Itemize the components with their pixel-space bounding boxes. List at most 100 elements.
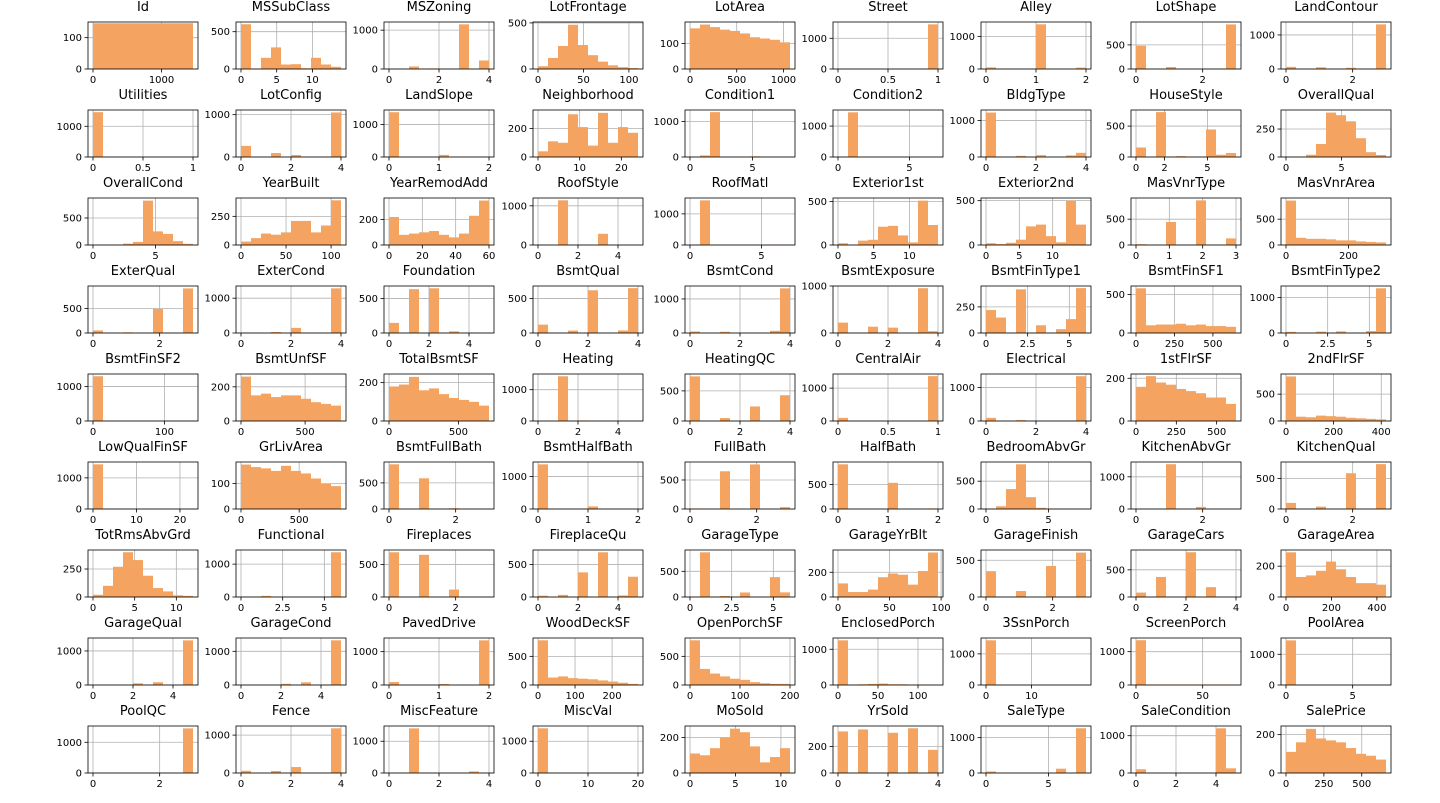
axes-frame bbox=[87, 21, 199, 70]
histogram-bar bbox=[1226, 238, 1236, 245]
histogram-bar bbox=[241, 376, 251, 421]
x-tick-label: 2 bbox=[575, 427, 581, 438]
histogram-poolqc: PoolQC 0 2 0 1000 bbox=[48, 704, 199, 792]
plot-area: 0 5 0 1000 bbox=[654, 197, 796, 262]
plot-area: 0 2 4 0 500 bbox=[508, 285, 644, 350]
y-tick-label: 1000 bbox=[57, 382, 82, 393]
histogram-bar bbox=[93, 23, 103, 69]
axes-frame bbox=[1130, 21, 1242, 70]
histogram-bar bbox=[986, 243, 996, 245]
x-tick-label: 20 bbox=[174, 515, 187, 526]
axes-frame bbox=[1280, 549, 1392, 598]
plot-area: 0 5 0 1000 bbox=[654, 109, 796, 174]
y-tick-label: 500 bbox=[808, 197, 827, 208]
histogram-bar bbox=[183, 595, 193, 597]
histogram-bar bbox=[1316, 144, 1326, 157]
histogram-bar bbox=[838, 464, 848, 509]
histogram-functional: Functional 0 2.5 5 0 1000 bbox=[196, 528, 347, 616]
histogram-bar bbox=[770, 683, 780, 685]
histogram-masvnrtype: MasVnrType 0 1 2 3 0 500 bbox=[1091, 176, 1242, 264]
y-tick-label: 0 bbox=[821, 417, 827, 428]
y-tick-label: 0 bbox=[521, 153, 527, 164]
y-tick-label: 0 bbox=[372, 65, 378, 76]
x-tick-label: 0 bbox=[687, 779, 693, 790]
histogram-bar bbox=[710, 112, 720, 157]
histogram-bar bbox=[618, 595, 628, 597]
histogram-roofstyle: RoofStyle 0 2 4 0 1000 bbox=[493, 176, 644, 264]
axes-frame bbox=[980, 725, 1092, 774]
histogram-bar bbox=[588, 55, 598, 69]
x-tick-label: 0 bbox=[1133, 691, 1139, 702]
histogram-bar bbox=[1296, 237, 1306, 245]
histogram-bar bbox=[291, 327, 301, 333]
histogram-bar bbox=[173, 595, 183, 597]
subplot-title: Exterior1st bbox=[852, 176, 924, 191]
x-tick-label: 0 bbox=[535, 339, 541, 350]
histogram-bar bbox=[389, 322, 399, 333]
histogram-bar bbox=[730, 728, 740, 773]
axes-frame bbox=[1280, 725, 1392, 774]
x-tick-label: 2 bbox=[1199, 75, 1205, 86]
histogram-bsmtqual: BsmtQual 0 2 4 0 500 bbox=[493, 264, 644, 352]
histogram-bar bbox=[1296, 576, 1306, 597]
histogram-bar bbox=[838, 243, 848, 245]
histogram-id: Id 0 1000 0 100 bbox=[48, 0, 199, 88]
histogram-bar bbox=[838, 640, 848, 685]
histogram-poolarea: PoolArea 0 5 0 1000 bbox=[1241, 616, 1392, 704]
histogram-bar bbox=[1336, 115, 1346, 157]
histogram-bar bbox=[419, 390, 429, 421]
histogram-bar bbox=[1346, 576, 1356, 597]
x-tick-label: 0 bbox=[1283, 427, 1289, 438]
x-tick-label: 250 bbox=[1167, 427, 1186, 438]
histogram-bar bbox=[281, 395, 291, 421]
histogram-bar bbox=[1356, 138, 1366, 157]
x-tick-label: 1 bbox=[1033, 75, 1039, 86]
histogram-bar bbox=[598, 112, 608, 157]
histogram-bar bbox=[1286, 331, 1296, 333]
x-tick-label: 400 bbox=[1367, 603, 1386, 614]
histogram-bar bbox=[538, 66, 548, 69]
histogram-lotshape: LotShape 0 2 0 500 bbox=[1091, 0, 1242, 88]
plot-area: 0 2 0 500 bbox=[359, 461, 495, 526]
histogram-bar bbox=[1336, 240, 1346, 245]
x-tick-label: 60 bbox=[483, 251, 496, 262]
x-tick-label: 0 bbox=[90, 427, 96, 438]
axes-frame bbox=[1280, 109, 1392, 158]
x-tick-label: 0 bbox=[1133, 75, 1139, 86]
histogram-bar bbox=[1166, 222, 1176, 245]
histogram-masvnrarea: MasVnrArea 0 200 0 500 bbox=[1241, 176, 1392, 264]
histogram-bar bbox=[986, 112, 996, 157]
x-tick-label: 100 bbox=[619, 75, 638, 86]
histogram-condition2: Condition2 0 5 0 1000 bbox=[793, 88, 944, 176]
x-tick-label: 50 bbox=[1196, 691, 1209, 702]
y-tick-label: 0 bbox=[372, 417, 378, 428]
histogram-bar bbox=[143, 23, 153, 69]
histogram-bar bbox=[311, 402, 321, 421]
histogram-bar bbox=[449, 331, 459, 333]
y-tick-label: 1000 bbox=[654, 209, 679, 220]
x-tick-label: 2.5 bbox=[724, 603, 740, 614]
y-tick-label: 0 bbox=[224, 329, 230, 340]
plot-area: 0 2 4 0 500 bbox=[660, 373, 796, 438]
y-tick-label: 0 bbox=[1119, 153, 1125, 164]
histogram-bar bbox=[750, 682, 760, 685]
x-tick-label: 1 bbox=[436, 691, 442, 702]
x-tick-label: 0 bbox=[983, 75, 989, 86]
histogram-bar bbox=[908, 584, 918, 597]
x-tick-label: 2 bbox=[885, 779, 891, 790]
x-tick-label: 5 bbox=[274, 75, 280, 86]
histogram-bar bbox=[1336, 742, 1346, 773]
x-tick-label: 0 bbox=[1133, 603, 1139, 614]
histogram-bar bbox=[1306, 238, 1316, 245]
x-tick-label: 0 bbox=[1283, 515, 1289, 526]
histogram-bar bbox=[163, 23, 173, 69]
x-tick-label: 0 bbox=[687, 339, 693, 350]
y-tick-label: 1000 bbox=[205, 110, 230, 121]
x-tick-label: 0 bbox=[535, 251, 541, 262]
histogram-bar bbox=[1076, 67, 1086, 69]
plot-area: 0 2 0 1000 bbox=[1100, 461, 1242, 526]
histogram-bar bbox=[1326, 239, 1336, 245]
histogram-bar bbox=[1016, 239, 1026, 245]
histogram-bar bbox=[760, 762, 770, 773]
